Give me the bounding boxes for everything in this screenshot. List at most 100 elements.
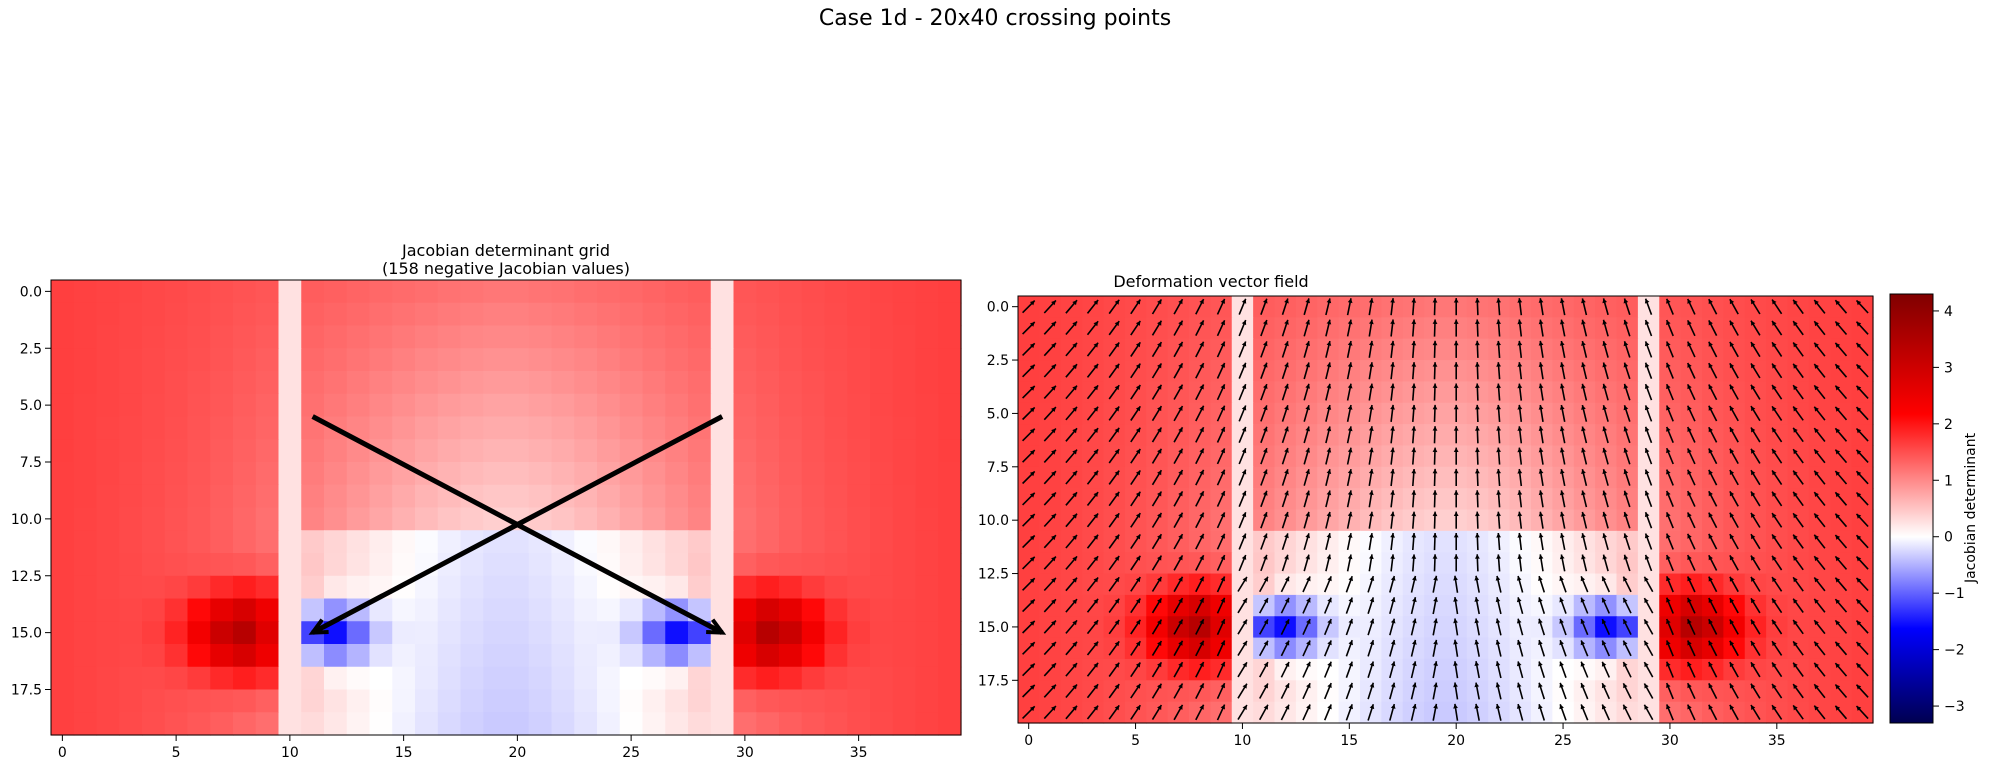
quiver-arrowhead [1495,597,1501,603]
quiver-arrowhead [1326,298,1332,304]
left-heatmap-cell [756,439,780,463]
quiver-arrowhead [1580,597,1586,603]
quiver-arrowhead [1538,383,1544,389]
quiver-arrowhead [1241,490,1247,496]
quiver-arrowhead [1199,469,1204,475]
quiver-arrowhead [1411,362,1417,367]
left-heatmap-cell [756,325,780,349]
left-heatmap-cell [756,598,780,622]
colorbar-tick-label: 4 [1944,304,1953,320]
right-xtick-label: 20 [1447,733,1465,749]
quiver-arrowhead [1093,662,1099,668]
quiver-arrowhead [1114,449,1120,455]
left-heatmap-cell [528,393,553,418]
quiver-arrowhead [1687,619,1692,625]
quiver-arrowhead [1580,704,1586,710]
left-heatmap-cell [255,712,280,736]
left-heatmap-cell [642,553,666,577]
left-heatmap-cell [824,712,848,736]
quiver-arrowhead [1517,404,1523,410]
left-heatmap-cell [392,484,416,509]
quiver-arrowhead [1666,426,1671,432]
quiver-arrowhead [1029,620,1035,626]
left-heatmap-cell [164,325,189,349]
left-heatmap-cell [619,371,644,395]
left-heatmap-cell [187,553,211,577]
left-heatmap-cell [642,598,666,622]
quiver-arrowhead [1453,340,1459,346]
quiver-arrowhead [1856,513,1862,519]
left-heatmap-cell [460,439,484,463]
quiver-arrowhead [1433,618,1438,624]
left-heatmap-cell [756,530,780,554]
left-heatmap-cell [733,689,757,713]
quiver-arrowhead [1814,492,1819,497]
quiver-arrowhead [1835,599,1841,604]
crossing-line [311,414,724,635]
left-heatmap-cell [710,393,735,418]
left-heatmap-cell [892,371,917,395]
quiver-arrowhead [1326,554,1332,560]
quiver-arrowhead [1495,618,1501,624]
left-heatmap-cell [255,416,280,440]
left-heatmap-cell [938,621,962,645]
left-heatmap-cell [460,325,484,349]
quiver-arrowhead [1114,363,1120,369]
left-heatmap-cell [801,393,826,418]
left-heatmap-cell [597,439,621,463]
left-heatmap-cell [164,348,189,372]
left-heatmap-cell [233,416,257,440]
left-heatmap-cell [73,689,98,713]
quiver-arrowhead [1814,470,1819,476]
quiver-arrowhead [1051,449,1056,455]
left-heatmap-cell [756,689,780,713]
left-heatmap-cell [824,530,848,554]
left-heatmap-cell [528,575,553,600]
left-heatmap-cell [210,462,234,486]
quiver-arrowhead [1517,490,1523,495]
left-heatmap-cell [915,439,939,463]
quiver-arrowhead [1708,662,1713,667]
left-xtick-label: 15 [395,745,413,761]
left-heatmap-cell [574,462,598,486]
left-heatmap-cell [301,462,325,486]
quiver-arrowhead [1729,512,1735,518]
left-heatmap-cell [506,416,530,440]
left-heatmap-cell [164,484,189,509]
quiver-arrowhead [1751,598,1756,604]
quiver-arrowhead [1581,469,1586,474]
quiver-arrowhead [1708,533,1713,539]
left-heatmap-cell [73,302,98,327]
quiver-arrowhead [1114,342,1120,348]
left-heatmap-cell [506,393,530,418]
left-heatmap-cell [710,689,735,713]
left-heatmap-cell [892,462,917,486]
left-heatmap-cell [801,348,826,372]
quiver-arrowhead [1751,555,1756,561]
left-heatmap-cell [210,439,234,463]
left-heatmap-cell [164,553,189,577]
left-heatmap-cell [119,280,143,304]
left-heatmap-cell [483,689,507,713]
left-heatmap-cell [756,553,780,577]
quiver-arrowhead [1051,620,1056,626]
left-heatmap-cell [324,302,348,327]
left-heatmap-cell [824,507,848,531]
quiver-arrowhead [1772,683,1777,689]
quiver-arrowhead [1284,469,1289,475]
quiver-arrowhead [1453,639,1458,645]
quiver-arrowhead [1114,321,1120,327]
left-heatmap-cell [597,598,621,622]
quiver-arrowhead [1856,599,1862,605]
left-heatmap-cell [392,371,416,395]
left-heatmap-cell [164,280,189,304]
left-heatmap-cell [142,712,166,736]
left-heatmap-cell [460,302,484,327]
left-heatmap-cell [756,280,780,304]
quiver-arrowhead [1029,684,1035,690]
left-heatmap-cell [779,302,803,327]
quiver-arrowhead [1644,704,1649,710]
left-heatmap-cell [346,280,371,304]
quiver-arrowhead [1411,404,1417,410]
left-heatmap-cell [415,644,439,668]
